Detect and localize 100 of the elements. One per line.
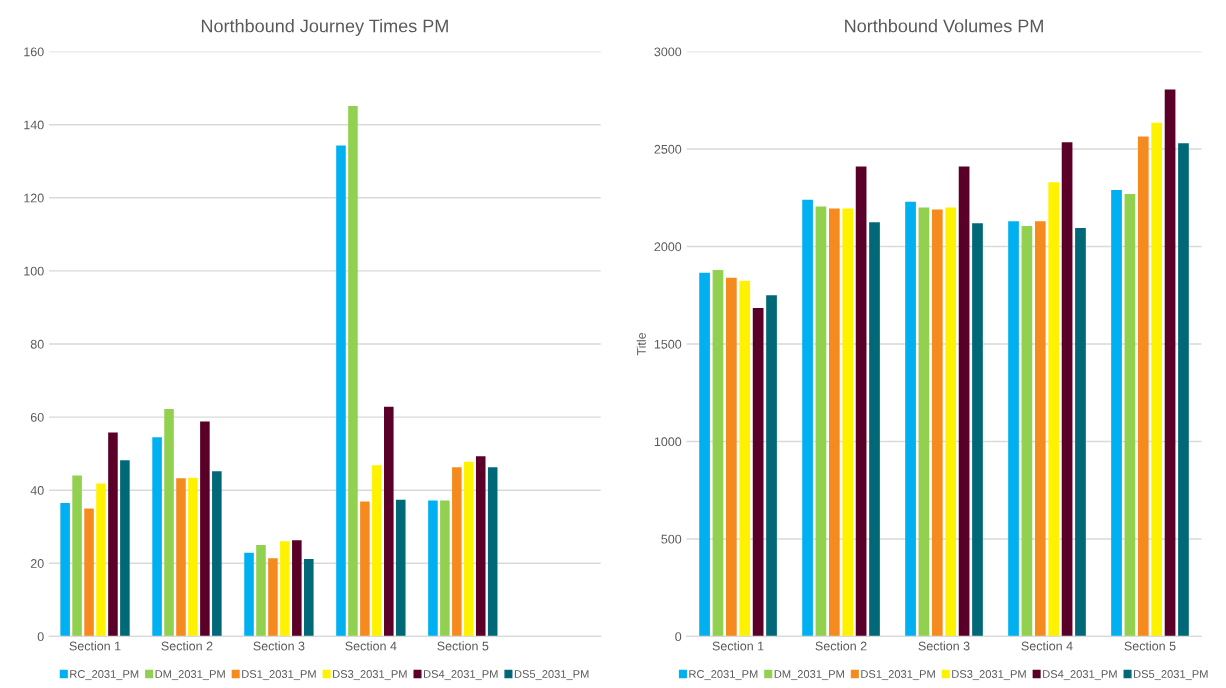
legend-label: DM_2031_PM — [155, 670, 225, 681]
legend-label: DS5_2031_PM — [1134, 670, 1208, 681]
bar — [120, 460, 130, 637]
legend-label: RC_2031_PM — [689, 670, 758, 681]
bar — [1008, 221, 1019, 637]
legend-label: RC_2031_PM — [70, 670, 139, 681]
bar — [1061, 142, 1073, 637]
bar — [395, 499, 406, 637]
y-tick-label: 0 — [675, 632, 682, 642]
bar — [1164, 89, 1176, 637]
y-tick-label: 1000 — [654, 437, 682, 447]
y-tick-label: 1500 — [654, 339, 682, 349]
legend-label: DS1_2031_PM — [242, 670, 316, 681]
bar — [1111, 190, 1122, 637]
bar — [440, 500, 450, 637]
bar — [152, 437, 162, 637]
x-tick-label: Section 1 — [712, 641, 764, 651]
bar — [945, 207, 957, 637]
bar — [905, 201, 916, 637]
legend-label: DS5_2031_PM — [514, 670, 589, 681]
y-tick-label: 0 — [37, 632, 44, 642]
bar — [475, 456, 486, 637]
bar — [842, 208, 854, 637]
y-tick-label: 500 — [661, 534, 682, 544]
bar — [1075, 228, 1086, 637]
x-tick-label: Section 2 — [161, 641, 213, 651]
legend-label: DS4_2031_PM — [1043, 670, 1117, 681]
chart-title: Northbound Volumes PM — [845, 19, 1043, 33]
x-tick-label: Section 3 — [918, 641, 970, 651]
bar — [72, 475, 82, 637]
x-tick-label: Section 4 — [1021, 641, 1073, 651]
y-axis-title: Title — [636, 332, 646, 356]
bar — [360, 501, 370, 637]
y-tick-label: 3000 — [654, 47, 682, 57]
chart-title: Northbound Journey Times PM — [201, 19, 448, 36]
bar — [1151, 122, 1163, 637]
bar — [384, 406, 394, 637]
bar — [268, 558, 278, 637]
bar — [855, 166, 867, 637]
bar — [336, 145, 346, 637]
bar — [1034, 221, 1046, 637]
bar — [304, 558, 314, 637]
bar — [869, 222, 880, 637]
bar — [918, 207, 930, 637]
bar — [726, 277, 737, 637]
bar — [972, 223, 983, 637]
bar — [1124, 193, 1136, 637]
bar — [176, 478, 186, 637]
y-tick-label: 160 — [24, 47, 44, 57]
bar — [164, 409, 174, 637]
bar — [84, 508, 94, 637]
bar — [108, 432, 118, 637]
bar — [452, 467, 462, 637]
legend-label: DS3_2031_PM — [333, 670, 407, 681]
y-tick-label: 80 — [30, 339, 44, 349]
bar — [464, 461, 474, 637]
bar — [931, 209, 943, 637]
bar — [372, 465, 382, 637]
y-tick-label: 2500 — [654, 144, 682, 154]
bar — [699, 272, 710, 637]
y-tick-label: 120 — [24, 193, 44, 203]
bar — [212, 471, 222, 637]
y-tick-label: 20 — [30, 559, 44, 568]
y-tick-label: 100 — [24, 266, 44, 276]
x-tick-label: Section 5 — [1124, 641, 1176, 651]
x-tick-label: Section 1 — [69, 641, 121, 651]
legend-label: DS3_2031_PM — [952, 670, 1026, 681]
bar — [188, 477, 198, 637]
bar — [96, 483, 106, 637]
bar — [244, 552, 254, 637]
y-tick-label: 2000 — [654, 242, 682, 252]
bar — [1048, 182, 1060, 637]
bar — [200, 421, 210, 637]
bar — [815, 206, 827, 637]
x-tick-label: Section 5 — [437, 641, 489, 651]
bar — [802, 199, 813, 637]
legend-label: DS1_2031_PM — [861, 670, 935, 681]
bar — [752, 307, 764, 637]
bar — [256, 545, 266, 637]
bar — [428, 500, 438, 637]
x-tick-label: Section 3 — [253, 641, 305, 651]
bar — [1021, 226, 1033, 637]
y-tick-label: 140 — [24, 120, 44, 130]
bar — [487, 467, 498, 637]
legend-label: DS4_2031_PM — [423, 670, 498, 681]
bar — [280, 541, 290, 637]
bar — [1137, 136, 1149, 637]
bar — [348, 106, 358, 637]
y-tick-label: 60 — [30, 412, 44, 422]
bar — [766, 295, 777, 637]
y-tick-label: 40 — [30, 486, 44, 495]
bar — [1178, 143, 1189, 637]
bar — [958, 166, 970, 637]
bar — [292, 540, 302, 637]
x-tick-label: Section 2 — [815, 641, 867, 651]
bar — [739, 280, 751, 637]
x-tick-label: Section 4 — [345, 641, 397, 651]
bar — [712, 269, 724, 637]
bar — [828, 208, 840, 637]
bar — [60, 502, 70, 637]
